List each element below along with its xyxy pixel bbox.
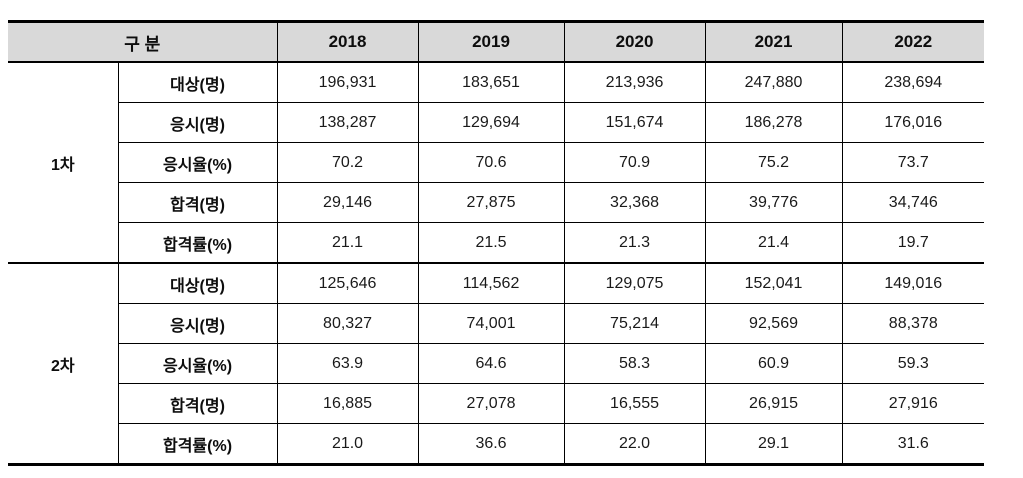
cell-value: 70.2 xyxy=(276,142,419,183)
cell-value: 21.4 xyxy=(704,222,843,264)
cell-value: 92,569 xyxy=(704,303,843,344)
row-label: 합격(명) xyxy=(117,182,278,223)
row-label: 합격(명) xyxy=(117,383,278,424)
table-row: 2차 대상(명) 125,646 114,562 129,075 152,041… xyxy=(8,262,985,465)
cell-value: 196,931 xyxy=(276,61,419,103)
cell-value: 238,694 xyxy=(841,61,985,103)
row-label: 합격률(%) xyxy=(117,423,278,465)
cell-value: 31.6 xyxy=(841,423,985,465)
row-label: 응시율(%) xyxy=(117,142,278,183)
table-row: 합격(명) 16,885 27,078 16,555 26,915 27,916 xyxy=(8,383,985,424)
cell-value: 152,041 xyxy=(704,262,843,304)
cell-value: 59.3 xyxy=(841,343,985,384)
cell-value: 64.6 xyxy=(417,343,565,384)
table-row: 응시(명) 80,327 74,001 75,214 92,569 88,378 xyxy=(8,303,985,344)
cell-value: 138,287 xyxy=(276,102,419,143)
cell-value: 26,915 xyxy=(704,383,843,424)
cell-value: 183,651 xyxy=(417,61,565,103)
column-header-category: 구 분 xyxy=(8,21,278,63)
column-header-year-2021: 2021 xyxy=(704,21,843,63)
row-label: 대상(명) xyxy=(117,262,278,304)
row-label: 응시(명) xyxy=(117,303,278,344)
cell-value: 27,875 xyxy=(417,182,565,223)
column-header-year-2019: 2019 xyxy=(417,21,565,63)
cell-value: 19.7 xyxy=(841,222,985,264)
table-row: 합격률(%) 21.0 36.6 22.0 29.1 31.6 xyxy=(8,423,985,465)
cell-value: 151,674 xyxy=(563,102,706,143)
row-label: 합격률(%) xyxy=(117,222,278,264)
table-header: 구 분 2018 2019 2020 2021 2022 xyxy=(8,21,985,63)
cell-value: 70.6 xyxy=(417,142,565,183)
table-row: 합격률(%) 21.1 21.5 21.3 21.4 19.7 xyxy=(8,222,985,264)
exam-statistics-table: 구 분 2018 2019 2020 2021 2022 1차 대상(명) 19… xyxy=(8,20,985,466)
cell-value: 247,880 xyxy=(704,61,843,103)
row-label: 대상(명) xyxy=(117,61,278,103)
cell-value: 21.5 xyxy=(417,222,565,264)
cell-value: 27,078 xyxy=(417,383,565,424)
column-header-year-2018: 2018 xyxy=(276,21,419,63)
cell-value: 74,001 xyxy=(417,303,565,344)
cell-value: 29.1 xyxy=(704,423,843,465)
cell-value: 129,694 xyxy=(417,102,565,143)
cell-value: 21.3 xyxy=(563,222,706,264)
cell-value: 73.7 xyxy=(841,142,985,183)
cell-value: 21.0 xyxy=(276,423,419,465)
row-group-label-round2: 2차 xyxy=(8,262,119,465)
cell-value: 36.6 xyxy=(417,423,565,465)
cell-value: 60.9 xyxy=(704,343,843,384)
cell-value: 114,562 xyxy=(417,262,565,304)
cell-value: 32,368 xyxy=(563,182,706,223)
row-label: 응시(명) xyxy=(117,102,278,143)
table-row: 합격(명) 29,146 27,875 32,368 39,776 34,746 xyxy=(8,182,985,223)
cell-value: 176,016 xyxy=(841,102,985,143)
cell-value: 29,146 xyxy=(276,182,419,223)
cell-value: 58.3 xyxy=(563,343,706,384)
cell-value: 129,075 xyxy=(563,262,706,304)
cell-value: 186,278 xyxy=(704,102,843,143)
header-row: 구 분 2018 2019 2020 2021 2022 xyxy=(8,21,985,63)
section-round-2: 2차 대상(명) 125,646 114,562 129,075 152,041… xyxy=(8,262,985,465)
cell-value: 75.2 xyxy=(704,142,843,183)
cell-value: 70.9 xyxy=(563,142,706,183)
cell-value: 21.1 xyxy=(276,222,419,264)
table-row: 응시율(%) 63.9 64.6 58.3 60.9 59.3 xyxy=(8,343,985,384)
cell-value: 34,746 xyxy=(841,182,985,223)
column-header-year-2022: 2022 xyxy=(841,21,985,63)
cell-value: 213,936 xyxy=(563,61,706,103)
cell-value: 22.0 xyxy=(563,423,706,465)
cell-value: 80,327 xyxy=(276,303,419,344)
cell-value: 27,916 xyxy=(841,383,985,424)
row-group-label-round1: 1차 xyxy=(8,61,119,264)
row-label: 응시율(%) xyxy=(117,343,278,384)
table-row: 응시율(%) 70.2 70.6 70.9 75.2 73.7 xyxy=(8,142,985,183)
cell-value: 88,378 xyxy=(841,303,985,344)
cell-value: 149,016 xyxy=(841,262,985,304)
table-row: 응시(명) 138,287 129,694 151,674 186,278 17… xyxy=(8,102,985,143)
cell-value: 63.9 xyxy=(276,343,419,384)
section-round-1: 1차 대상(명) 196,931 183,651 213,936 247,880… xyxy=(8,61,985,264)
cell-value: 39,776 xyxy=(704,182,843,223)
cell-value: 125,646 xyxy=(276,262,419,304)
cell-value: 16,885 xyxy=(276,383,419,424)
table-row: 1차 대상(명) 196,931 183,651 213,936 247,880… xyxy=(8,61,985,264)
cell-value: 75,214 xyxy=(563,303,706,344)
cell-value: 16,555 xyxy=(563,383,706,424)
column-header-year-2020: 2020 xyxy=(563,21,706,63)
